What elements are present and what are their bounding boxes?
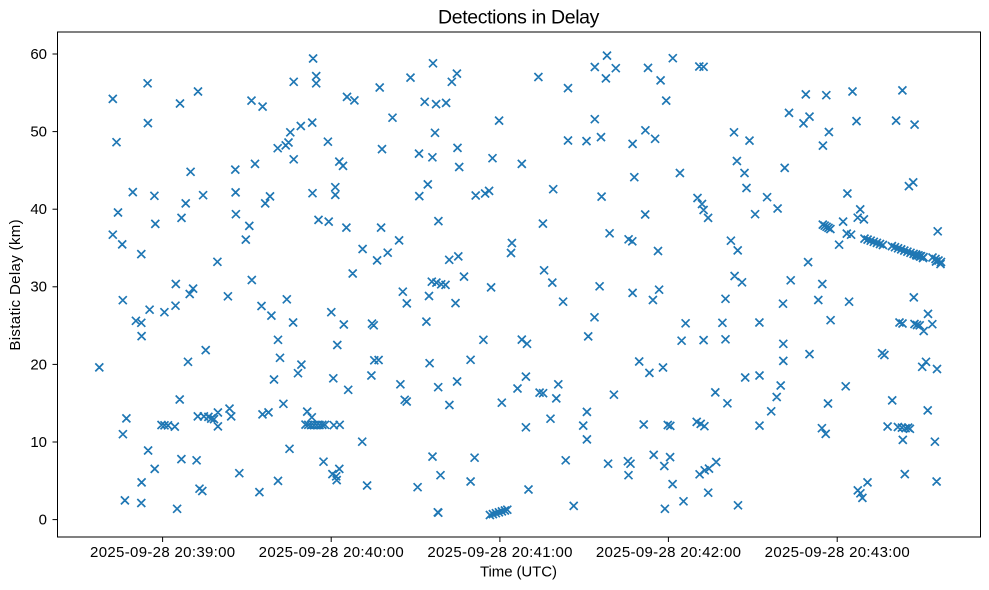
svg-text:2025-09-28 20:43:00: 2025-09-28 20:43:00	[765, 544, 910, 561]
svg-text:Bistatic Delay (km): Bistatic Delay (km)	[7, 219, 24, 350]
svg-text:10: 10	[30, 434, 47, 451]
svg-text:2025-09-28 20:40:00: 2025-09-28 20:40:00	[259, 544, 404, 561]
svg-text:Time (UTC): Time (UTC)	[480, 564, 557, 581]
svg-text:2025-09-28 20:41:00: 2025-09-28 20:41:00	[427, 544, 572, 561]
svg-text:40: 40	[30, 201, 47, 218]
svg-text:50: 50	[30, 124, 47, 141]
svg-text:2025-09-28 20:39:00: 2025-09-28 20:39:00	[90, 544, 235, 561]
svg-text:30: 30	[30, 279, 47, 296]
svg-text:Detections in Delay: Detections in Delay	[438, 7, 600, 29]
svg-text:0: 0	[39, 512, 47, 529]
svg-text:60: 60	[30, 46, 47, 63]
svg-text:20: 20	[30, 356, 47, 373]
svg-text:2025-09-28 20:42:00: 2025-09-28 20:42:00	[596, 544, 741, 561]
